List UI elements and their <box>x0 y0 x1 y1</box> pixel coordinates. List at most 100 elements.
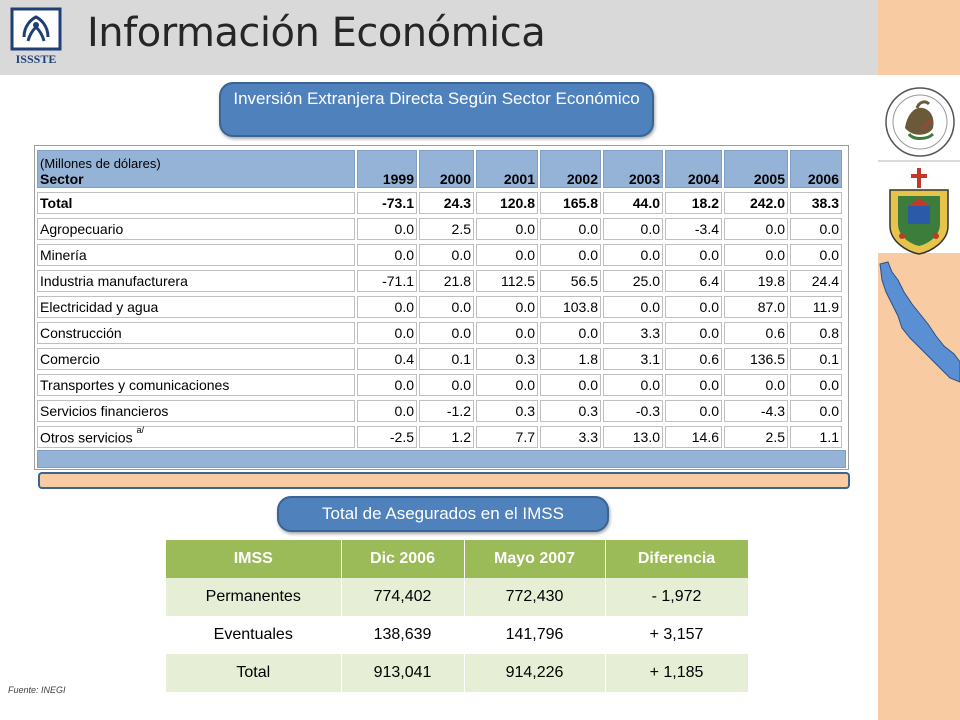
value-cell: 0.4 <box>357 348 417 370</box>
imss-cell: 772,430 <box>464 578 606 616</box>
value-cell: 18.2 <box>665 192 722 214</box>
value-cell: 0.0 <box>476 244 538 266</box>
value-cell: 25.0 <box>603 270 663 292</box>
row-label: Servicios financieros <box>37 400 355 422</box>
row-label: Electricidad y agua <box>37 296 355 318</box>
value-cell: 38.3 <box>790 192 842 214</box>
value-cell: 0.0 <box>476 322 538 344</box>
value-cell: 19.8 <box>724 270 788 292</box>
value-cell: 0.0 <box>357 400 417 422</box>
table-bottom-box <box>38 472 850 489</box>
year-header: 2002 <box>540 150 601 188</box>
value-cell: 13.0 <box>603 426 663 448</box>
imss-insured-table: IMSS Dic 2006 Mayo 2007 Diferencia Perma… <box>166 540 749 692</box>
value-cell: 0.0 <box>790 218 842 240</box>
veracruz-coat-of-arms-icon <box>889 168 949 255</box>
value-cell: 0.0 <box>419 244 474 266</box>
side-divider <box>878 160 960 162</box>
imss-header-cell: Mayo 2007 <box>464 540 606 578</box>
table-row: Electricidad y agua 0.0 0.0 0.0 103.8 0.… <box>37 296 842 318</box>
table-row: Eventuales 138,639 141,796 + 3,157 <box>166 616 749 654</box>
imss-cell: 914,226 <box>464 654 606 692</box>
value-cell: -2.5 <box>357 426 417 448</box>
imss-cell: 138,639 <box>341 616 465 654</box>
row-label: Construcción <box>37 322 355 344</box>
value-cell: 0.6 <box>665 348 722 370</box>
table-row: Transportes y comunicaciones 0.0 0.0 0.0… <box>37 374 842 396</box>
imss-cell: + 3,157 <box>605 616 749 654</box>
value-cell: 103.8 <box>540 296 601 318</box>
imss-cell: Total <box>166 654 342 692</box>
imss-cell: 141,796 <box>464 616 606 654</box>
table-row: Servicios financieros 0.0 -1.2 0.3 0.3 -… <box>37 400 842 422</box>
value-cell: 21.8 <box>419 270 474 292</box>
table-footer-bar <box>37 450 846 468</box>
value-cell: 44.0 <box>603 192 663 214</box>
value-cell: 3.1 <box>603 348 663 370</box>
row-label: Minería <box>37 244 355 266</box>
table-row: Total -73.1 24.3 120.8 165.8 44.0 18.2 2… <box>37 192 842 214</box>
value-cell: -0.3 <box>603 400 663 422</box>
value-cell: 0.0 <box>603 218 663 240</box>
value-cell: 0.0 <box>665 296 722 318</box>
year-header: 2005 <box>724 150 788 188</box>
value-cell: 0.1 <box>790 348 842 370</box>
value-cell: 14.6 <box>665 426 722 448</box>
header-bar: ISSSTE Información Económica <box>0 0 878 75</box>
value-cell: 1.1 <box>790 426 842 448</box>
table-row: Minería 0.0 0.0 0.0 0.0 0.0 0.0 0.0 0.0 <box>37 244 842 266</box>
page-title: Información Económica <box>87 10 546 56</box>
sector-label: Sector <box>40 171 84 187</box>
value-cell: 0.0 <box>540 322 601 344</box>
value-cell: 2.5 <box>724 426 788 448</box>
value-cell: 56.5 <box>540 270 601 292</box>
value-cell: 0.0 <box>419 296 474 318</box>
imss-cell: Permanentes <box>166 578 342 616</box>
value-cell: 0.0 <box>724 218 788 240</box>
veracruz-map-icon <box>879 261 960 383</box>
logo-text: ISSSTE <box>16 52 57 66</box>
imss-cell: 774,402 <box>341 578 465 616</box>
table-row: Industria manufacturera -71.1 21.8 112.5… <box>37 270 842 292</box>
year-header: 2000 <box>419 150 474 188</box>
value-cell: 0.0 <box>665 244 722 266</box>
value-cell: 0.0 <box>357 244 417 266</box>
value-cell: 0.0 <box>790 400 842 422</box>
value-cell: -3.4 <box>665 218 722 240</box>
sector-table-frame: (Millones de dólares) Sector 1999 2000 2… <box>34 145 849 470</box>
units-label: (Millones de dólares) <box>40 156 161 171</box>
value-cell: 7.7 <box>476 426 538 448</box>
year-header: 2003 <box>603 150 663 188</box>
value-cell: 242.0 <box>724 192 788 214</box>
value-cell: 0.0 <box>540 218 601 240</box>
table-row: Agropecuario 0.0 2.5 0.0 0.0 0.0 -3.4 0.… <box>37 218 842 240</box>
value-cell: 0.0 <box>603 244 663 266</box>
value-cell: 0.0 <box>724 244 788 266</box>
imss-cell: Eventuales <box>166 616 342 654</box>
imss-header-row: IMSS Dic 2006 Mayo 2007 Diferencia <box>166 540 749 578</box>
sector-investment-table: (Millones de dólares) Sector 1999 2000 2… <box>35 146 844 452</box>
value-cell: 87.0 <box>724 296 788 318</box>
value-cell: 0.0 <box>603 296 663 318</box>
value-cell: 0.0 <box>724 374 788 396</box>
year-header: 2004 <box>665 150 722 188</box>
year-header: 2001 <box>476 150 538 188</box>
row-label: Industria manufacturera <box>37 270 355 292</box>
value-cell: 0.0 <box>476 296 538 318</box>
value-cell: 0.0 <box>540 374 601 396</box>
header-sector-cell: (Millones de dólares) Sector <box>37 150 355 188</box>
value-cell: 0.1 <box>419 348 474 370</box>
value-cell: 24.3 <box>419 192 474 214</box>
row-label-cell: Otros servicios a/ <box>37 425 355 448</box>
value-cell: 3.3 <box>540 426 601 448</box>
value-cell: 24.4 <box>790 270 842 292</box>
value-cell: 0.0 <box>665 322 722 344</box>
row-label: Comercio <box>37 348 355 370</box>
value-cell: 2.5 <box>419 218 474 240</box>
value-cell: 0.0 <box>357 218 417 240</box>
imss-header-cell: Diferencia <box>605 540 749 578</box>
table-row: Otros servicios a/ -2.5 1.2 7.7 3.3 13.0… <box>37 425 842 448</box>
value-cell: 1.8 <box>540 348 601 370</box>
imss-header-cell: IMSS <box>166 540 342 578</box>
issste-logo-icon: ISSSTE <box>10 7 62 66</box>
